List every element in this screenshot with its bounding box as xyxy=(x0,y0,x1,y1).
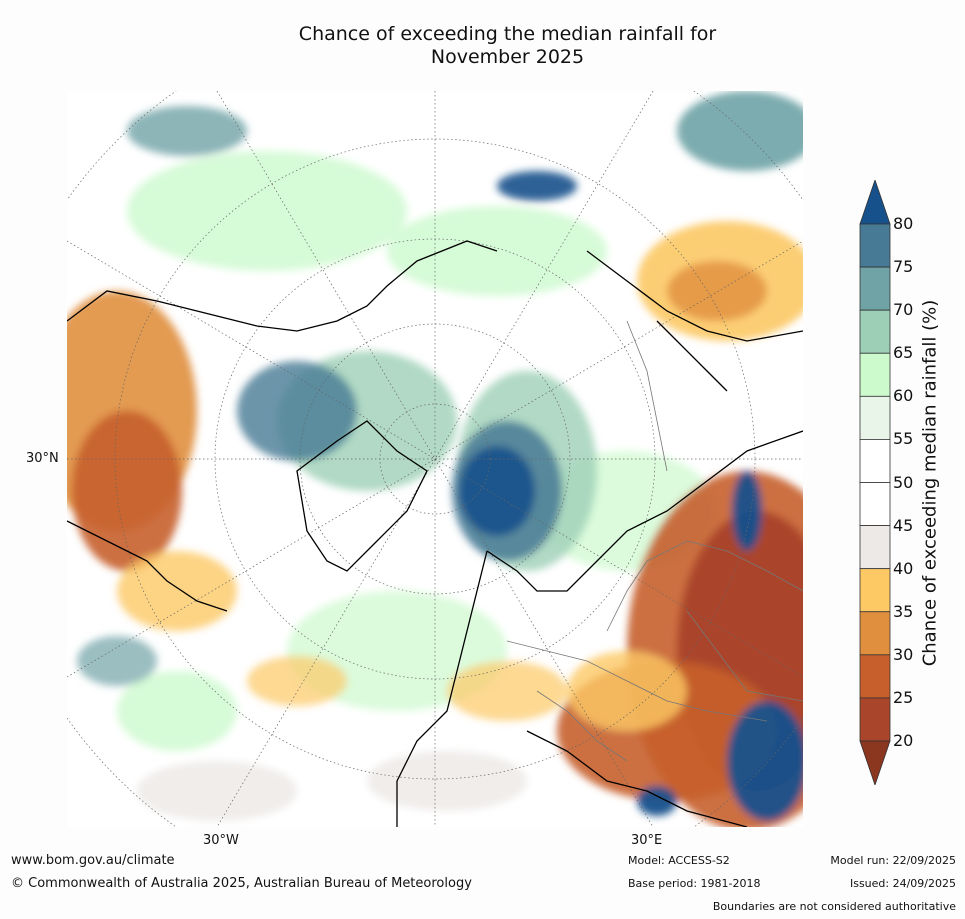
colorbar-tick-label: 75 xyxy=(893,257,914,277)
colorbar-tick-label: 50 xyxy=(893,472,914,492)
colorbar-tick-label: 80 xyxy=(893,214,914,233)
model-text: Model: ACCESS-S2 xyxy=(628,854,730,867)
colorbar-tick-label: 30 xyxy=(893,644,914,664)
colorbar-tick-label: 45 xyxy=(893,515,914,535)
chart-title-line-1: Chance of exceeding the median rainfall … xyxy=(298,23,717,45)
graticule xyxy=(67,91,803,827)
country-borders xyxy=(506,320,803,762)
disclaimer-text: Boundaries are not considered authoritat… xyxy=(712,900,956,913)
base-period-text: Base period: 1981-2018 xyxy=(628,877,761,890)
colorbar-tick-label: 40 xyxy=(893,558,914,578)
lat-label-30n: 30°N xyxy=(26,451,59,466)
chart-title-line-2: November 2025 xyxy=(430,46,585,68)
colorbar-tick-label: 60 xyxy=(893,386,914,406)
colorbar-tick-label: 20 xyxy=(893,731,914,750)
website-link[interactable]: www.bom.gov.au/climate xyxy=(11,853,175,868)
colorbar xyxy=(859,180,891,785)
lon-label-30w: 30°W xyxy=(203,833,239,848)
issued-text: Issued: 24/09/2025 xyxy=(849,877,956,890)
colorbar-extend-bottom xyxy=(859,740,891,785)
colorbar-band xyxy=(859,654,891,699)
model-run-text: Model run: 22/09/2025 xyxy=(830,854,956,867)
lon-label-30e: 30°E xyxy=(631,833,663,848)
colorbar-extend-top xyxy=(859,180,891,225)
colorbar-tick-label: 70 xyxy=(893,300,914,320)
colorbar-band xyxy=(859,439,891,483)
colorbar-tick-label: 35 xyxy=(893,601,914,621)
colorbar-tick-label: 25 xyxy=(893,687,914,707)
colorbar-band xyxy=(859,352,891,397)
colorbar-band xyxy=(859,223,891,268)
colorbar-band xyxy=(859,697,891,742)
colorbar-band xyxy=(859,309,891,354)
rainfall-probability-map xyxy=(67,91,803,827)
colorbar-tick-label: 65 xyxy=(893,343,914,363)
colorbar-band xyxy=(859,568,891,613)
colorbar-band xyxy=(859,266,891,311)
colorbar-band xyxy=(859,482,891,526)
coastlines xyxy=(67,240,803,827)
copyright-text: © Commonwealth of Australia 2025, Austra… xyxy=(11,876,472,891)
colorbar-band xyxy=(859,611,891,656)
colorbar-band xyxy=(859,395,891,440)
colorbar-band xyxy=(859,525,891,570)
colorbar-label: Chance of exceeding median rainfall (%) xyxy=(919,299,941,667)
probability-field xyxy=(67,91,803,827)
colorbar-tick-label: 55 xyxy=(893,429,914,449)
